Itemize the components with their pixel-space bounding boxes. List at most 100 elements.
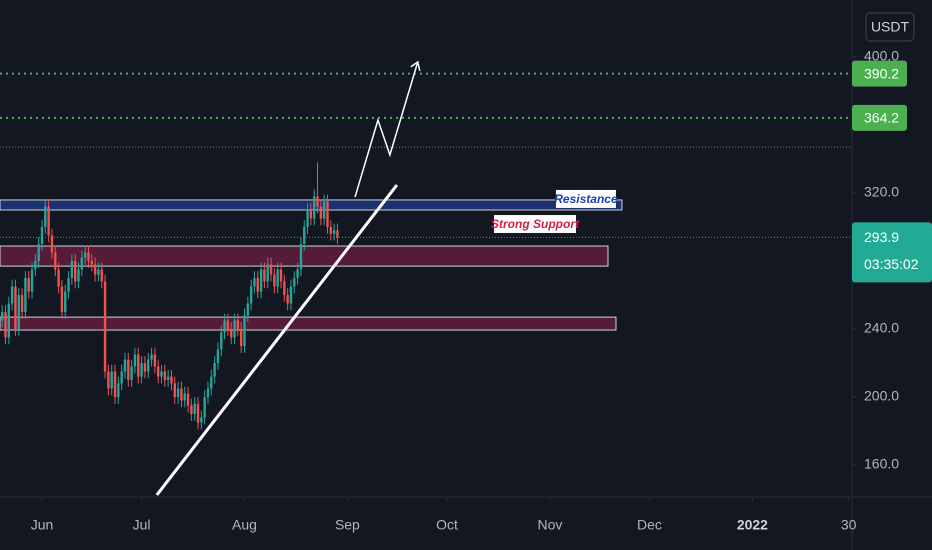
candle-body (193, 403, 196, 415)
candle-body (127, 359, 130, 381)
candle-body (180, 388, 183, 401)
level-price-label: 390.2 (864, 65, 899, 81)
last-price-box (852, 222, 932, 283)
currency-button[interactable] (865, 12, 915, 42)
candle-body (130, 366, 133, 381)
candle-body (296, 269, 299, 279)
candle-body (44, 206, 47, 227)
candle-body (276, 269, 279, 287)
currency-label[interactable]: USDT (871, 19, 910, 35)
candle-body (283, 281, 286, 296)
candle-body (73, 260, 77, 282)
candle-body (140, 363, 143, 377)
candle-body (133, 354, 137, 367)
candle-body (196, 403, 200, 423)
candle-body (316, 196, 319, 207)
candle-body (190, 405, 193, 415)
x-tick-label: Nov (537, 517, 562, 533)
candle-body (306, 209, 309, 227)
candle-body (256, 278, 259, 292)
candle-body (249, 286, 253, 304)
candle-body (183, 393, 186, 401)
candle-body (97, 269, 100, 275)
candle-body (273, 274, 276, 287)
candle-body (233, 320, 236, 338)
candle-body (299, 243, 303, 270)
candle-body (239, 329, 243, 347)
candle-body (87, 252, 90, 261)
candle-body (166, 376, 170, 381)
candle-body (243, 315, 246, 347)
candle-body (163, 371, 167, 381)
x-tick-label: Aug (232, 517, 257, 533)
candle-body (110, 371, 113, 389)
arrow-path (354, 61, 419, 198)
y-tick-label: 160.0 (864, 456, 899, 472)
zone-label-box (494, 215, 577, 234)
candle-body (153, 354, 157, 367)
x-tick-label: 2022 (737, 517, 768, 533)
trend-line (155, 184, 399, 496)
candle-body (93, 264, 97, 275)
candle-body (160, 371, 163, 377)
candle-body (80, 257, 84, 270)
candle-body (246, 303, 250, 316)
candle-body (67, 278, 70, 292)
candle-body (173, 383, 176, 398)
candle-body (30, 269, 34, 292)
level-price-label: 364.2 (864, 110, 899, 126)
candle-body (50, 235, 54, 253)
zone-label: Strong Support (491, 217, 580, 231)
x-tick-label: Sep (335, 517, 360, 533)
candle-body (332, 230, 336, 234)
candle-body (279, 269, 283, 282)
candle-body (223, 320, 226, 333)
candle-body (40, 226, 44, 244)
candle-body (54, 252, 57, 270)
y-tick-label: 200.0 (864, 388, 899, 404)
candle-body (269, 264, 273, 275)
candle-body (83, 252, 87, 258)
candle-body (200, 417, 203, 423)
candle-body (322, 201, 326, 219)
candle-body (27, 278, 30, 292)
candle-body (303, 226, 306, 244)
zone (0, 316, 617, 331)
y-tick-label: 320.0 (864, 184, 899, 200)
x-tick-label: Jun (31, 517, 54, 533)
candle-body (150, 354, 153, 360)
y-tick-label: 240.0 (864, 320, 899, 336)
level-price-box (852, 104, 907, 131)
candle-body (60, 286, 64, 313)
candle-body (326, 201, 329, 227)
last-price-label: 293.9 (864, 229, 899, 245)
candle-body (210, 376, 213, 389)
candle-body (216, 349, 220, 364)
candle-body (17, 295, 20, 330)
arrow-head (410, 60, 421, 72)
candle-body (220, 332, 223, 350)
candle-body (230, 329, 233, 338)
candle-body (137, 354, 140, 377)
candle-body (70, 260, 74, 279)
candle-body (289, 286, 293, 304)
candle-body (24, 278, 27, 313)
candle-body (319, 206, 323, 219)
candle-body (213, 363, 216, 377)
candle-body (117, 383, 120, 398)
candle-body (57, 269, 60, 287)
candle-body (0, 312, 4, 321)
candle-body (329, 226, 333, 234)
candle-body (309, 209, 313, 219)
candle-body (293, 278, 296, 287)
candle-body (103, 281, 107, 372)
candle-body (64, 291, 67, 313)
x-tick-label: 30 (841, 517, 857, 533)
candle-body (14, 286, 17, 330)
zone-label-box (555, 189, 616, 208)
candle-body (7, 303, 10, 338)
candle-body (120, 371, 123, 384)
candle-body (266, 264, 269, 282)
